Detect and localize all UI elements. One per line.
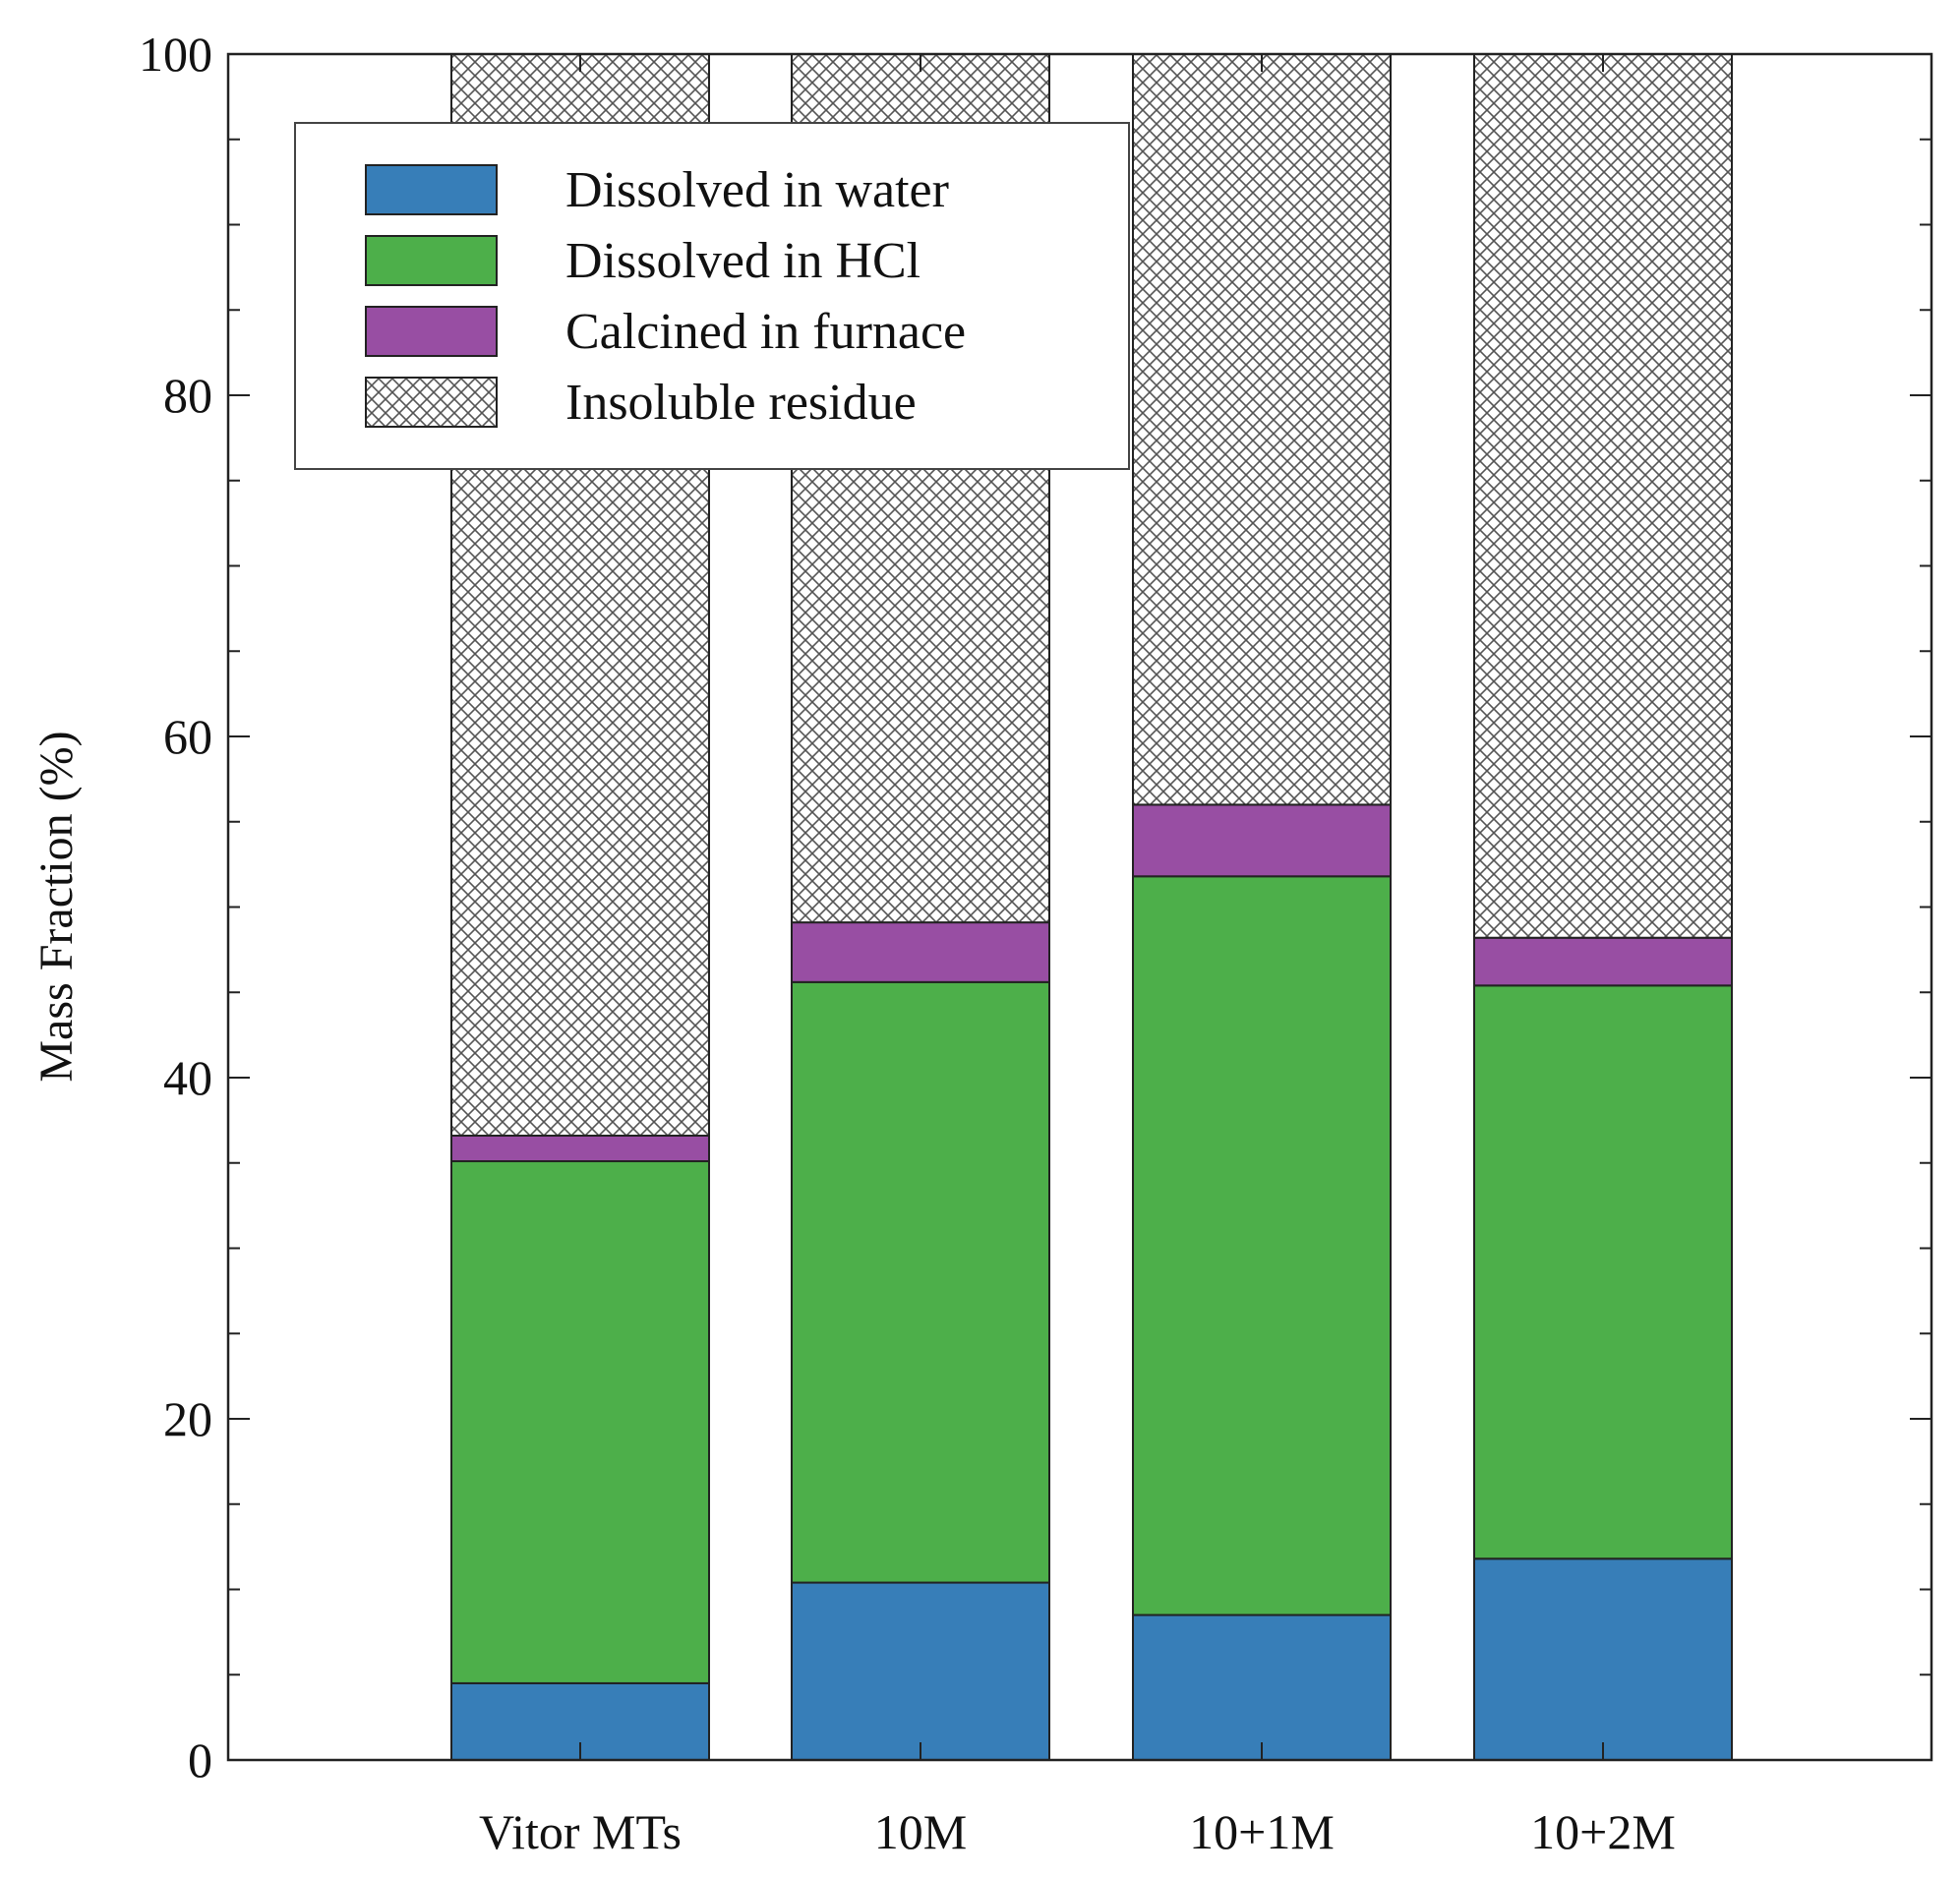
bar-10-2m-series-3 [1473, 53, 1733, 939]
bar-10-2m-series-1 [1473, 984, 1733, 1560]
bar-vitor-mts-series-1 [450, 1160, 710, 1684]
bar-10m-series-1 [791, 980, 1050, 1584]
legend-swatch-1 [365, 235, 498, 286]
legend-label-1: Dissolved in HCl [565, 233, 921, 289]
y-tick-label: 80 [163, 368, 212, 423]
y-tick-label: 60 [163, 709, 212, 764]
bar-10-2m-series-2 [1473, 936, 1733, 987]
y-tick-label: 100 [139, 27, 212, 82]
legend-label-2: Calcined in furnace [565, 304, 966, 360]
legend-swatch-0 [365, 164, 498, 215]
bar-10-1m-series-0 [1132, 1614, 1392, 1762]
bar-10m-series-0 [791, 1581, 1050, 1762]
ticks-layer [228, 53, 1931, 1761]
y-tick-label: 0 [188, 1732, 212, 1788]
legend-swatch-3 [365, 377, 498, 428]
x-tick-label: Vitor MTs [479, 1804, 682, 1859]
bar-10m-series-2 [791, 921, 1050, 983]
bar-vitor-mts-series-2 [450, 1134, 710, 1163]
x-tick-label: 10+1M [1189, 1804, 1335, 1859]
bar-10-1m-series-2 [1132, 803, 1392, 878]
legend-label-3: Insoluble residue [565, 375, 917, 431]
bar-10-1m-series-3 [1132, 53, 1392, 806]
bar-10-1m-series-1 [1132, 875, 1392, 1616]
y-tick-label: 40 [163, 1050, 212, 1105]
legend-label-0: Dissolved in water [565, 162, 949, 218]
y-tick-label: 20 [163, 1391, 212, 1446]
legend-swatch-2 [365, 306, 498, 357]
x-tick-label: 10M [874, 1804, 967, 1859]
labels-layer: Vitor MTs 10M 10+1M 10+2M 0 20 40 60 80 100 [139, 27, 1676, 1859]
y-axis-title: Mass Fraction (%) [30, 731, 83, 1082]
bar-10-2m-series-0 [1473, 1557, 1733, 1762]
x-tick-label: 10+2M [1530, 1804, 1676, 1859]
legend: Dissolved in water Dissolved in HCl Calcin… [294, 122, 1130, 470]
